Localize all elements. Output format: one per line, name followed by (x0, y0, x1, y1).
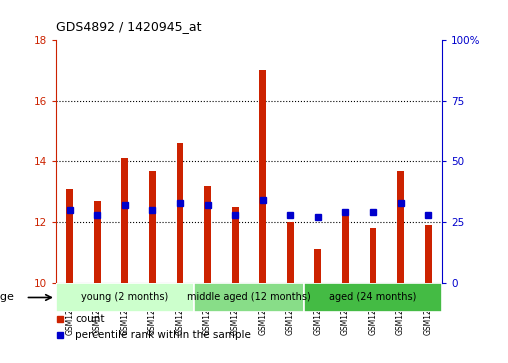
Bar (314, 249, 321, 283)
Bar (176, 143, 183, 283)
Text: aged (24 months): aged (24 months) (329, 293, 417, 302)
Text: count: count (75, 314, 105, 325)
Bar (204, 186, 211, 283)
Bar (287, 222, 294, 283)
Bar (397, 171, 404, 283)
Bar (121, 158, 128, 283)
Bar (94, 201, 101, 283)
Text: young (2 months): young (2 months) (81, 293, 169, 302)
Bar (194, 283, 304, 312)
Text: age: age (0, 293, 15, 302)
Bar (66, 189, 73, 283)
Bar (56, 283, 194, 312)
Text: percentile rank within the sample: percentile rank within the sample (75, 330, 251, 340)
Text: GDS4892 / 1420945_at: GDS4892 / 1420945_at (56, 20, 201, 33)
Bar (425, 225, 432, 283)
Bar (259, 70, 266, 283)
Bar (369, 228, 376, 283)
Bar (304, 283, 442, 312)
Bar (232, 207, 239, 283)
Bar (149, 171, 156, 283)
Text: middle aged (12 months): middle aged (12 months) (187, 293, 311, 302)
Bar (342, 216, 349, 283)
